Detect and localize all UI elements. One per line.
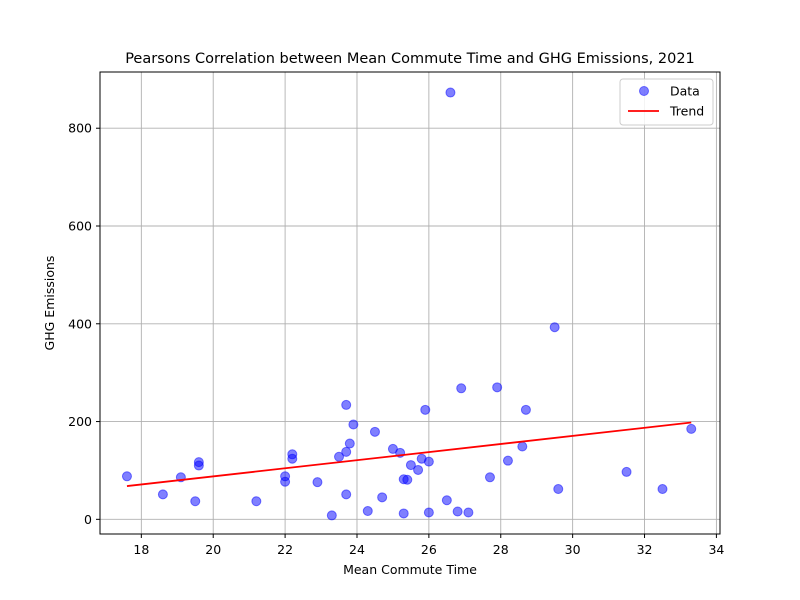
grid-lines <box>100 72 720 534</box>
data-point <box>456 383 467 394</box>
data-point <box>549 322 560 333</box>
y-tick-label: 200 <box>68 414 92 429</box>
x-tick-label: 34 <box>708 542 724 557</box>
data-point <box>287 449 298 460</box>
y-tick-label: 600 <box>68 219 92 234</box>
data-point <box>348 419 359 430</box>
data-point <box>492 382 503 393</box>
data-point <box>520 404 531 415</box>
data-point <box>413 464 424 475</box>
x-tick-label: 26 <box>421 542 437 557</box>
data-point <box>369 426 380 437</box>
data-point <box>502 455 513 466</box>
data-point <box>362 506 373 517</box>
legend-trend-label: Trend <box>669 104 704 119</box>
data-point <box>377 492 388 503</box>
data-point <box>193 457 204 468</box>
data-point <box>484 472 495 483</box>
data-point <box>341 489 352 500</box>
data-point <box>445 87 456 98</box>
data-point <box>251 496 262 507</box>
data-point <box>686 423 697 434</box>
data-point <box>423 456 434 467</box>
data-point <box>334 451 345 462</box>
data-point <box>402 474 413 485</box>
trend-line <box>126 421 692 487</box>
data-point <box>121 471 132 482</box>
y-axis-label: GHG Emissions <box>42 256 57 351</box>
data-point <box>157 489 168 500</box>
x-tick-label: 20 <box>205 542 221 557</box>
data-point <box>398 508 409 519</box>
data-point <box>621 466 632 477</box>
y-axis-ticks: 0 200 400 600 800 <box>68 121 100 527</box>
legend-data-label: Data <box>670 84 700 99</box>
y-tick-label: 400 <box>68 316 92 331</box>
x-tick-label: 28 <box>493 542 509 557</box>
data-point <box>280 471 291 482</box>
plot-frame <box>99 71 721 535</box>
chart-title: Pearsons Correlation between Mean Commut… <box>125 51 695 67</box>
x-axis-label: Mean Commute Time <box>343 562 477 577</box>
x-tick-label: 24 <box>349 542 365 557</box>
data-point <box>452 506 463 517</box>
data-point <box>441 495 452 506</box>
data-point <box>326 510 337 521</box>
y-tick-label: 0 <box>84 512 92 527</box>
data-point <box>190 496 201 507</box>
y-tick-label: 800 <box>68 121 92 136</box>
data-point <box>344 438 355 449</box>
data-point <box>463 507 474 518</box>
data-point <box>312 477 323 488</box>
data-point <box>341 399 352 410</box>
data-point <box>553 484 564 495</box>
x-tick-label: 32 <box>637 542 653 557</box>
data-point <box>657 484 668 495</box>
data-point <box>405 460 416 471</box>
data-point <box>423 507 434 518</box>
x-tick-label: 30 <box>565 542 581 557</box>
data-marks <box>121 87 697 521</box>
x-tick-label: 22 <box>277 542 293 557</box>
x-axis-ticks: 18 20 22 24 26 28 30 32 34 <box>133 534 724 557</box>
data-point <box>517 441 528 452</box>
data-point <box>341 446 352 457</box>
legend-data-marker <box>639 86 649 96</box>
data-point <box>420 404 431 415</box>
x-tick-label: 18 <box>133 542 149 557</box>
legend: Data Trend <box>619 78 714 126</box>
